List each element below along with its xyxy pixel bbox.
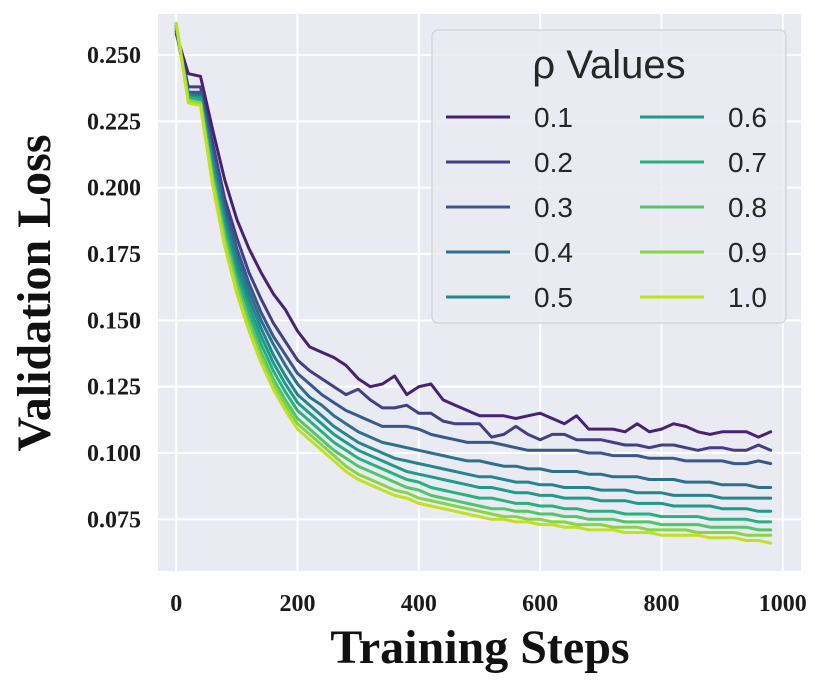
y-tick-label: 0.175 bbox=[87, 242, 141, 268]
x-tick-label: 1000 bbox=[759, 591, 807, 617]
x-axis-label: Training Steps bbox=[330, 621, 629, 674]
legend-label-0.1: 0.1 bbox=[534, 102, 573, 133]
legend-label-0.4: 0.4 bbox=[534, 237, 573, 268]
legend-items: 0.1 0.2 0.3 0.4 0.5 0.6 0.7 0.8 0.9 1.0 bbox=[446, 102, 767, 313]
y-axis-ticks: 0.075 0.100 0.125 0.150 0.175 0.200 0.225 0.250 bbox=[87, 43, 141, 533]
x-tick-label: 400 bbox=[401, 591, 437, 617]
y-tick-label: 0.100 bbox=[87, 441, 141, 467]
series-line-0.4 bbox=[174, 27, 773, 489]
series-line-1.0 bbox=[174, 21, 773, 545]
legend-label-0.6: 0.6 bbox=[728, 102, 767, 133]
x-tick-label: 800 bbox=[643, 591, 679, 617]
legend-box bbox=[431, 29, 787, 324]
series-line-0.6 bbox=[174, 24, 773, 513]
y-tick-label: 0.075 bbox=[87, 507, 141, 533]
y-tick-label: 0.150 bbox=[87, 308, 141, 334]
legend-label-0.8: 0.8 bbox=[728, 192, 767, 223]
series-line-0.2 bbox=[174, 29, 773, 452]
series-line-0.3 bbox=[174, 29, 773, 466]
y-axis-label: Validation Loss bbox=[8, 134, 61, 451]
legend-label-0.7: 0.7 bbox=[728, 147, 767, 178]
series-lines bbox=[174, 21, 773, 545]
y-tick-label: 0.125 bbox=[87, 375, 141, 401]
series-line-0.8 bbox=[174, 21, 773, 532]
series-line-0.5 bbox=[174, 24, 773, 500]
legend-label-0.5: 0.5 bbox=[534, 282, 573, 313]
legend-label-0.2: 0.2 bbox=[534, 147, 573, 178]
x-tick-label: 0 bbox=[170, 591, 182, 617]
series-line-0.1 bbox=[174, 32, 773, 439]
x-axis-ticks: 0 200 400 600 800 1000 bbox=[170, 591, 807, 617]
legend-label-1.0: 1.0 bbox=[728, 282, 767, 313]
x-tick-label: 200 bbox=[280, 591, 316, 617]
legend-label-0.3: 0.3 bbox=[534, 192, 573, 223]
series-line-0.7 bbox=[174, 24, 773, 524]
legend: ρ Values 0.1 0.2 0.3 0.4 0.5 0.6 0.7 0.8 0.9 1.0 bbox=[431, 29, 787, 324]
series-line-0.9 bbox=[174, 21, 773, 537]
legend-title: ρ Values bbox=[532, 43, 685, 87]
y-tick-label: 0.250 bbox=[87, 43, 141, 69]
x-tick-label: 600 bbox=[522, 591, 558, 617]
legend-label-0.9: 0.9 bbox=[728, 237, 767, 268]
y-tick-label: 0.200 bbox=[87, 176, 141, 202]
y-tick-label: 0.225 bbox=[87, 109, 141, 135]
